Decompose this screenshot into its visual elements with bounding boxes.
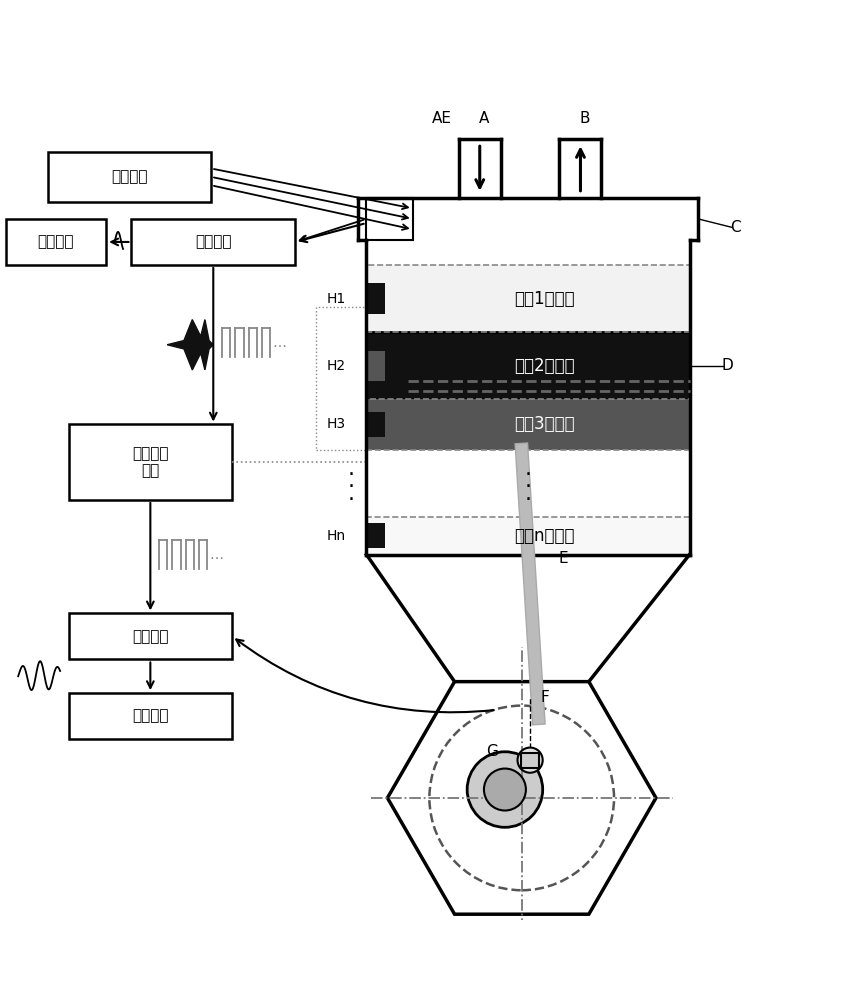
Bar	[366, 351, 385, 381]
Text: 信号处理: 信号处理	[38, 234, 74, 249]
Text: ·: ·	[525, 465, 531, 485]
Text: G: G	[487, 744, 498, 759]
Text: 信号采集: 信号采集	[132, 629, 168, 644]
Circle shape	[484, 769, 526, 811]
Bar	[366, 523, 385, 548]
Text: B: B	[579, 111, 590, 126]
Bar	[366, 198, 413, 240]
Text: H2: H2	[327, 359, 345, 373]
Text: D: D	[722, 358, 733, 373]
Text: 位置1采集域: 位置1采集域	[514, 290, 575, 308]
Bar	[366, 517, 690, 555]
Text: 信号处理: 信号处理	[132, 709, 168, 724]
Bar	[47, 152, 211, 202]
Bar	[131, 219, 295, 265]
Text: 霍尔采集
模块: 霍尔采集 模块	[132, 446, 168, 478]
Text: ·: ·	[348, 465, 354, 485]
Bar	[6, 219, 106, 265]
Text: ·: ·	[348, 477, 354, 497]
Polygon shape	[167, 320, 213, 370]
Bar	[366, 399, 690, 450]
Text: 位置2采集域: 位置2采集域	[514, 357, 575, 375]
Bar	[68, 693, 232, 739]
Polygon shape	[387, 682, 656, 914]
Bar	[521, 753, 540, 768]
Bar	[366, 332, 690, 399]
Text: AE: AE	[432, 111, 452, 126]
Text: …: …	[210, 548, 224, 562]
Text: Hn: Hn	[327, 529, 345, 543]
Text: ·: ·	[525, 477, 531, 497]
Bar	[366, 265, 690, 332]
Text: ·: ·	[525, 490, 531, 510]
Bar	[68, 613, 232, 659]
Bar	[68, 424, 232, 500]
Text: 信号采集: 信号采集	[195, 234, 232, 249]
Circle shape	[467, 752, 543, 827]
Text: F: F	[541, 690, 550, 705]
Text: ·: ·	[348, 490, 354, 510]
Text: 位置n采集域: 位置n采集域	[514, 527, 575, 545]
Text: H1: H1	[326, 292, 345, 306]
Text: 位置3采集域: 位置3采集域	[514, 415, 575, 433]
Bar	[366, 517, 690, 555]
Bar	[366, 283, 385, 314]
Circle shape	[518, 748, 543, 773]
Bar	[366, 412, 385, 437]
Text: 声发射源: 声发射源	[111, 169, 147, 184]
Text: A: A	[479, 111, 489, 126]
Text: …: …	[273, 336, 286, 350]
Bar	[316, 307, 366, 450]
Text: E: E	[559, 551, 568, 566]
Text: C: C	[730, 220, 741, 235]
Bar	[366, 399, 690, 450]
Text: H3: H3	[327, 417, 345, 431]
Bar	[366, 265, 690, 332]
